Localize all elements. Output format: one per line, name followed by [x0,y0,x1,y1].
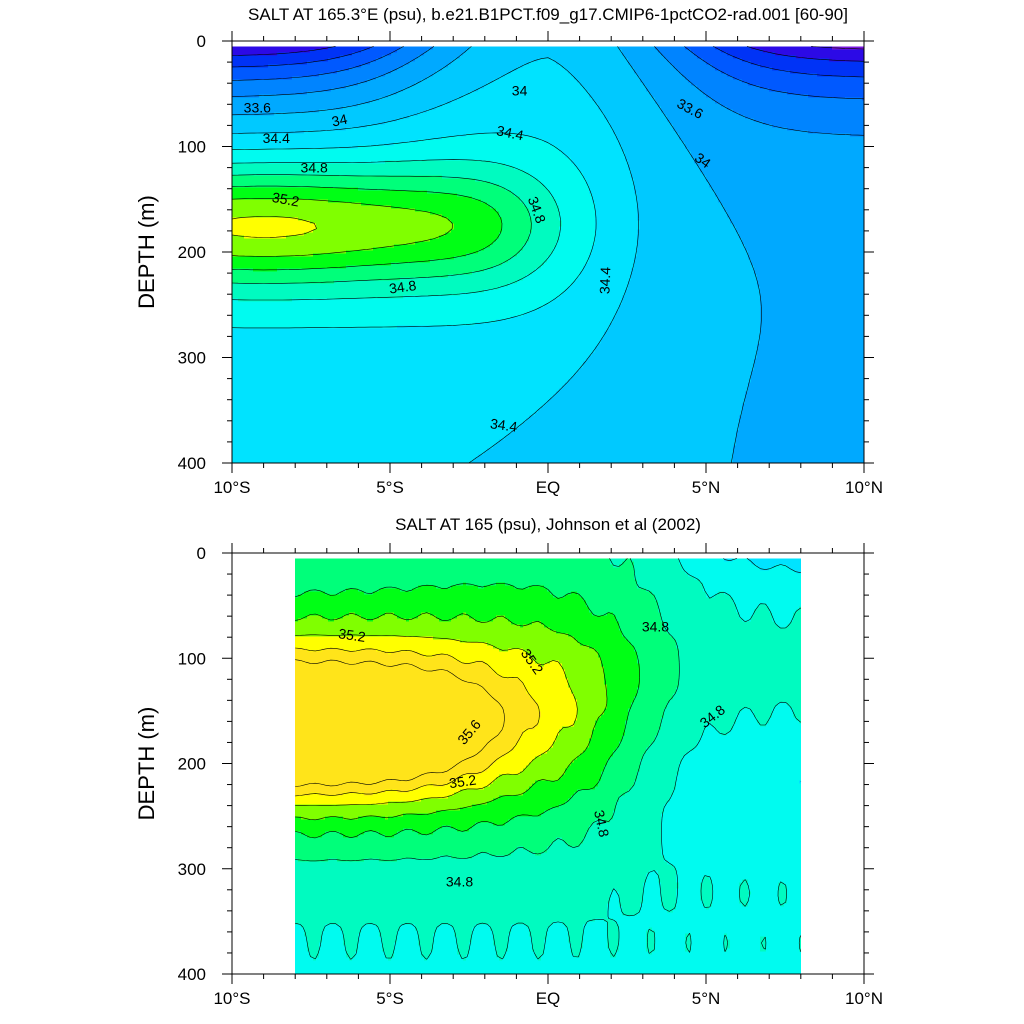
contour-label: 34.4 [596,266,613,294]
contour-label: 34.8 [642,619,669,635]
contour-label: 34 [512,83,528,99]
x-tick-label: 5°N [692,989,721,1008]
y-tick-label: 400 [178,454,206,473]
y-tick-label: 400 [178,965,206,984]
y-tick-label: 200 [178,755,206,774]
y-tick-label: 0 [197,544,206,563]
x-tick-label: 10°N [845,989,883,1008]
x-tick-label: 10°S [213,478,250,497]
chart-title: SALT AT 165 (psu), Johnson et al (2002) [395,515,701,534]
x-tick-label: EQ [536,989,561,1008]
chart-title: SALT AT 165.3°E (psu), b.e21.B1PCT.f09_g… [248,5,848,24]
y-tick-label: 0 [197,32,206,51]
y-tick-label: 200 [178,243,206,262]
x-tick-label: 10°S [213,989,250,1008]
x-tick-label: EQ [536,478,561,497]
model-panel: SALT AT 165.3°E (psu), b.e21.B1PCT.f09_g… [134,5,883,497]
contour-label: 33.6 [244,99,271,115]
y-tick-label: 100 [178,138,206,157]
contour-label: 34.8 [301,160,328,176]
contour-label: 34.4 [263,130,290,146]
y-tick-label: 100 [178,649,206,668]
x-tick-label: 5°N [692,478,721,497]
observation-panel: SALT AT 165 (psu), Johnson et al (2002) 3… [134,515,883,1008]
y-axis-label: DEPTH (m) [134,707,159,821]
x-tick-label: 5°S [376,478,404,497]
y-axis-label: DEPTH (m) [134,195,159,309]
y-tick-label: 300 [178,349,206,368]
filled-contours [295,558,801,974]
y-tick-label: 300 [178,860,206,879]
contour-label: 34.8 [446,873,473,889]
x-tick-label: 5°S [376,989,404,1008]
figure-canvas: SALT AT 165.3°E (psu), b.e21.B1PCT.f09_g… [0,0,1024,1024]
x-tick-label: 10°N [845,478,883,497]
